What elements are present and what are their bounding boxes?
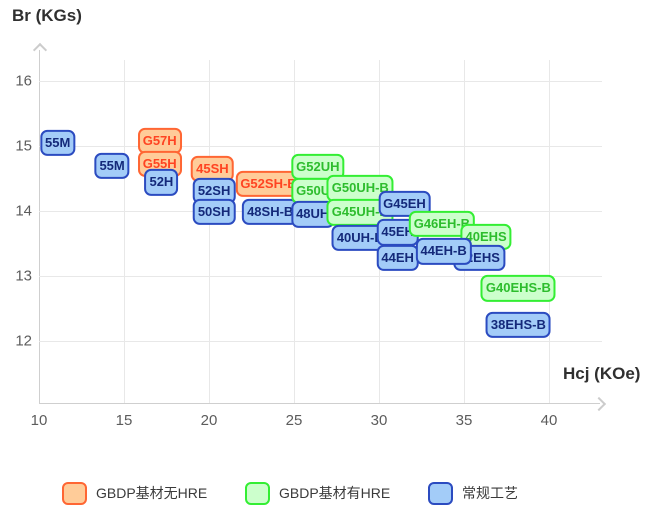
x-axis-title: Hcj (KOe) xyxy=(563,364,641,383)
y-tick-label: 12 xyxy=(15,332,32,350)
point-48sh-b[interactable]: 48SH-B xyxy=(242,198,299,225)
y-tick-label: 13 xyxy=(15,267,32,285)
x-tick-label: 35 xyxy=(455,412,473,429)
point-52h[interactable]: 52H xyxy=(144,169,179,196)
x-axis-arrow-icon xyxy=(591,396,607,412)
point-g57h[interactable]: G57H xyxy=(137,127,182,154)
point-50sh[interactable]: 50SH xyxy=(192,198,236,225)
y-tick-label: 14 xyxy=(15,202,32,220)
legend-label: GBDP基材有HRE xyxy=(279,485,391,501)
point-38ehs-b[interactable]: 38EHS-B xyxy=(485,311,551,338)
point-55m[interactable]: 55M xyxy=(94,153,130,180)
x-axis-line xyxy=(39,403,600,404)
legend-label: 常规工艺 xyxy=(462,485,518,501)
legend-label: GBDP基材无HRE xyxy=(96,485,208,501)
y-tick-label: 16 xyxy=(15,72,32,90)
point-g40ehs-b[interactable]: G40EHS-B xyxy=(480,275,556,302)
gridline-vertical xyxy=(124,60,125,403)
gridline-horizontal xyxy=(39,146,602,147)
legend-item-gbdp-hre[interactable]: GBDP基材有HRE xyxy=(245,480,390,506)
legend-item-conventional[interactable]: 常规工艺 xyxy=(428,480,518,506)
gridline-vertical xyxy=(294,60,295,403)
point-45sh[interactable]: 45SH xyxy=(191,155,234,182)
legend-swatch-green-icon xyxy=(245,481,270,505)
legend-swatch-orange-icon xyxy=(62,481,87,505)
y-axis-arrow-icon xyxy=(32,42,48,58)
point-55m[interactable]: 55M xyxy=(40,129,76,156)
legend-swatch-blue-icon xyxy=(428,481,453,505)
x-tick-label: 30 xyxy=(370,412,388,429)
point-44eh[interactable]: 44EH xyxy=(376,244,419,271)
x-tick-label: 20 xyxy=(200,412,218,429)
x-tick-label: 25 xyxy=(285,412,303,429)
x-tick-label: 40 xyxy=(540,412,558,429)
gridline-vertical xyxy=(209,60,210,403)
y-axis-title: Br (KGs) xyxy=(12,6,82,25)
x-tick-label: 10 xyxy=(30,412,48,429)
point-44eh-b[interactable]: 44EH-B xyxy=(415,238,472,265)
gridline-vertical xyxy=(549,60,550,403)
gridline-horizontal xyxy=(39,276,602,277)
y-tick-label: 15 xyxy=(15,137,32,155)
point-g45eh[interactable]: G45EH xyxy=(378,190,431,217)
y-axis-line xyxy=(39,50,40,403)
chart-legend: GBDP基材无HRE GBDP基材有HRE 常规工艺 xyxy=(0,478,645,508)
gridline-horizontal xyxy=(39,341,602,342)
gridline-horizontal xyxy=(39,81,602,82)
x-tick-label: 15 xyxy=(115,412,133,429)
legend-item-gbdp-no-hre[interactable]: GBDP基材无HRE xyxy=(62,480,207,506)
